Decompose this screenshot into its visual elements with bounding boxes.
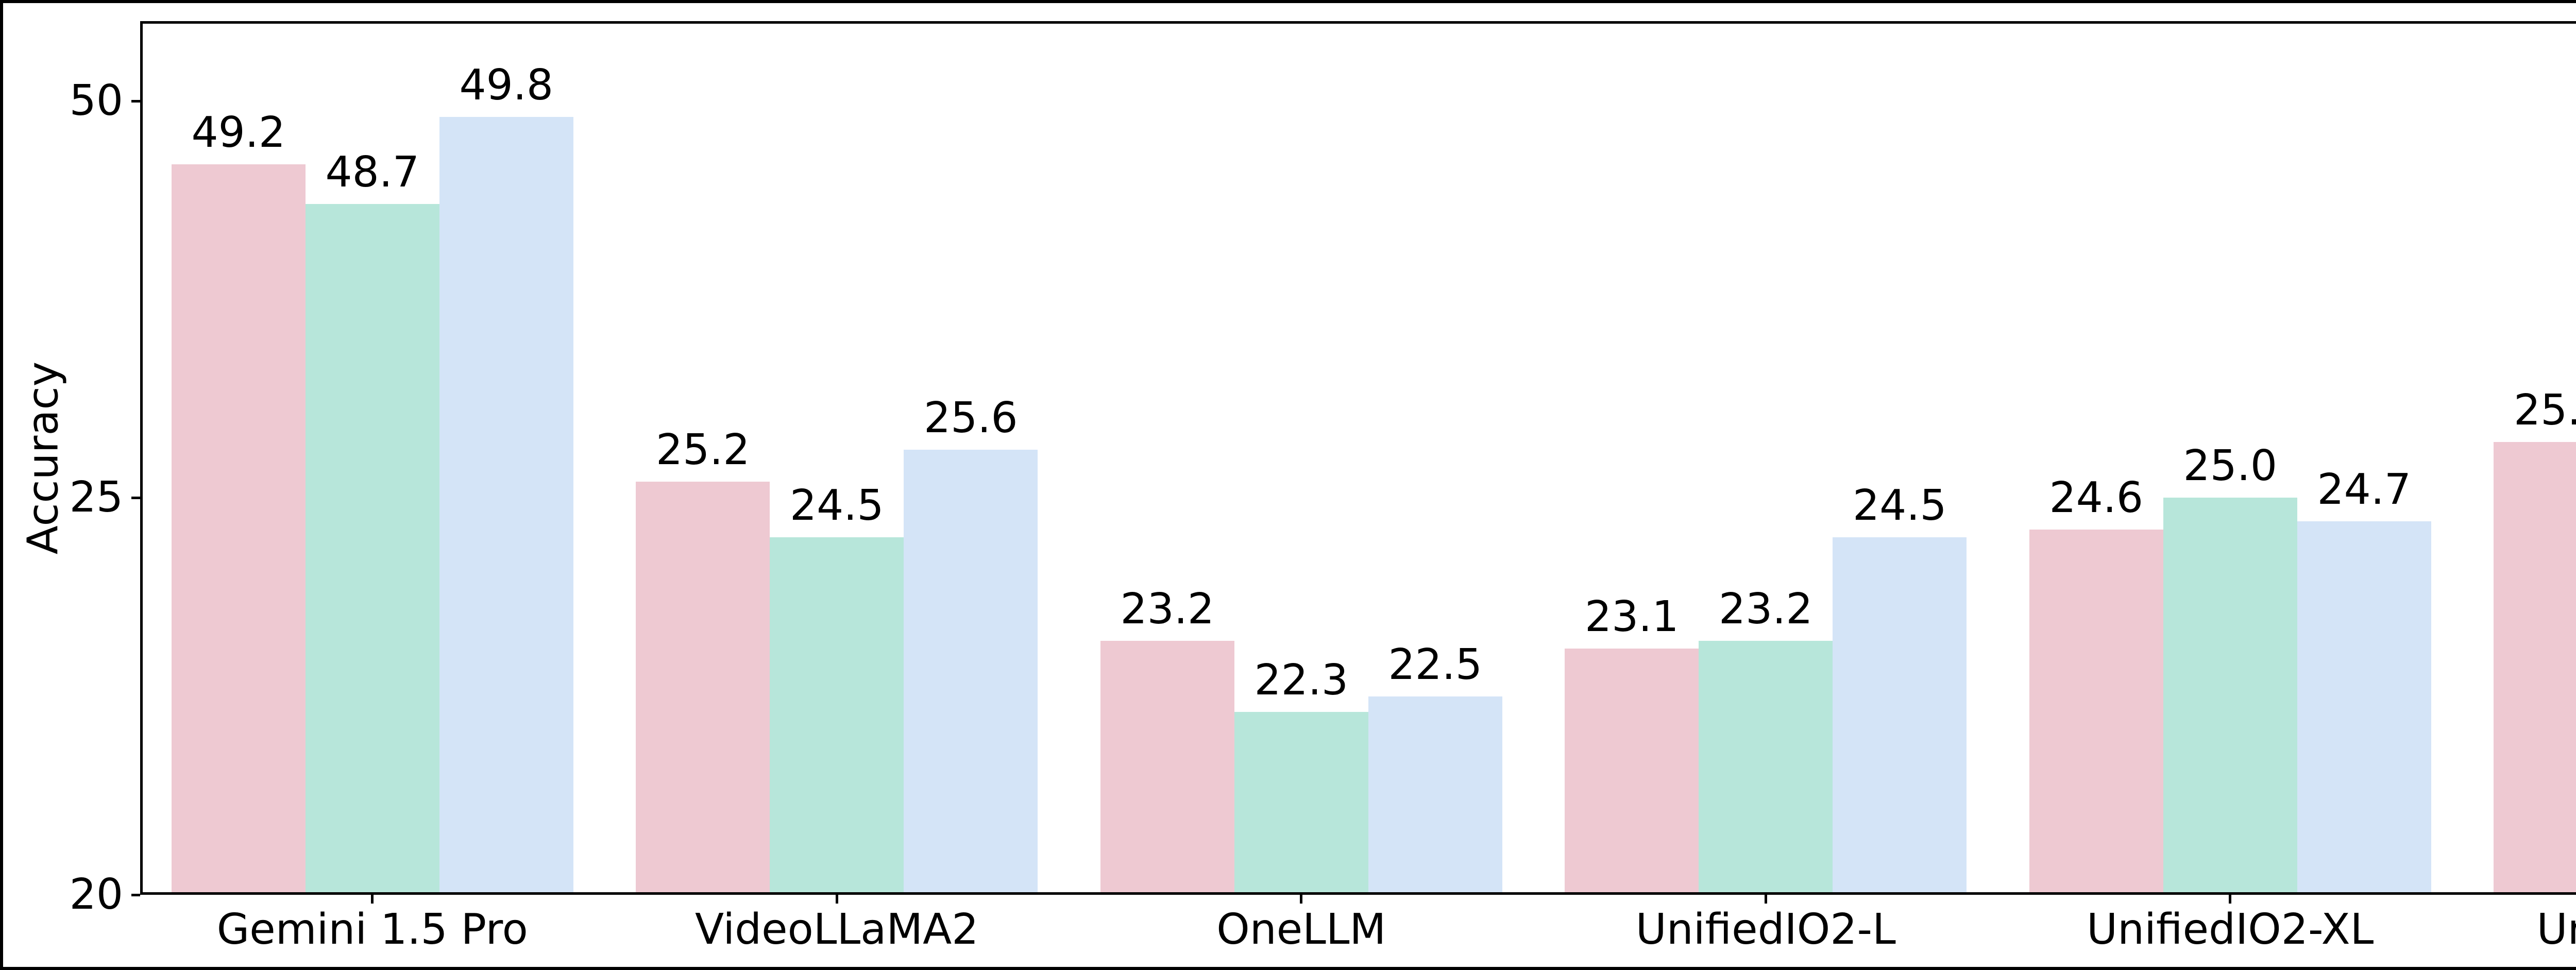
bar-value-label: 23.1 [1584, 592, 1679, 641]
axes-border [140, 21, 2576, 895]
bar-event-onellm [1234, 712, 1368, 895]
x-tick-mark [1300, 895, 1303, 904]
bar-value-label: 22.3 [1254, 656, 1349, 705]
bar-speech-unifiedio2-xl [2029, 529, 2163, 895]
x-tick-label-videollama2: VideoLLaMA2 [695, 905, 979, 954]
x-tick-label-onellm: OneLLM [1216, 905, 1386, 954]
bar-speech-onellm [1100, 640, 1234, 895]
bar-music-gemini-1-5-pro [439, 116, 573, 895]
bar-value-label: 23.2 [1120, 584, 1215, 634]
bar-value-label: 24.5 [789, 481, 884, 530]
bar-speech-unifiedio2-l [1565, 648, 1699, 895]
bar-value-label: 25.0 [2183, 441, 2278, 490]
y-tick-label-50: 50 [69, 76, 123, 125]
bar-value-label: 25.6 [923, 394, 1018, 443]
bar-value-label: 22.5 [1388, 640, 1483, 689]
y-tick-label-25: 25 [69, 473, 123, 522]
bar-value-label: 23.2 [1718, 584, 1813, 634]
bar-value-label: 25.2 [655, 426, 750, 475]
bar-value-label: 24.6 [2049, 473, 2144, 522]
bar-value-label: 49.8 [459, 60, 554, 110]
x-tick-label-gemini-1-5-pro: Gemini 1.5 Pro [216, 905, 528, 954]
bar-value-label: 24.7 [2317, 465, 2412, 515]
bar-event-videollama2 [770, 537, 904, 895]
plot-area: 49.2 48.7 49.8 25.2 24.5 25.6 23.2 22.3 22.5 23.1… [140, 21, 2576, 895]
bar-value-label: 24.5 [1852, 481, 1947, 530]
y-tick-label-20: 20 [69, 870, 123, 919]
x-tick-mark [1764, 895, 1767, 904]
y-tick-mark [131, 496, 140, 499]
x-tick-mark [2229, 895, 2232, 904]
bar-music-videollama2 [904, 450, 1038, 895]
y-tick-mark [131, 99, 140, 103]
y-axis-title: Accuracy [19, 361, 68, 555]
bar-music-onellm [1368, 696, 1502, 895]
bar-music-unifiedio2-l [1833, 537, 1967, 895]
bar-speech-gemini-1-5-pro [171, 164, 306, 895]
bar-value-label: 49.2 [191, 108, 286, 158]
bar-speech-unifiedio2-xxl [2494, 442, 2576, 895]
y-tick-mark [131, 893, 140, 896]
x-tick-label-unifiedio2-l: UnifiedIO2-L [1635, 905, 1896, 954]
x-tick-mark [835, 895, 838, 904]
x-tick-label-unifiedio2-xxl: UnifiedIO2-XXL [2536, 905, 2576, 954]
bar-value-label: 25.7 [2513, 385, 2576, 435]
bar-event-unifiedio2-l [1699, 640, 1833, 895]
bar-event-gemini-1-5-pro [305, 204, 439, 895]
x-tick-label-unifiedio2-xl: UnifiedIO2-XL [2087, 905, 2374, 954]
bar-event-unifiedio2-xl [2163, 498, 2297, 895]
x-tick-mark [371, 895, 374, 904]
bar-speech-videollama2 [636, 482, 770, 895]
bar-value-label: 48.7 [325, 148, 420, 197]
bar-music-unifiedio2-xl [2297, 521, 2431, 895]
